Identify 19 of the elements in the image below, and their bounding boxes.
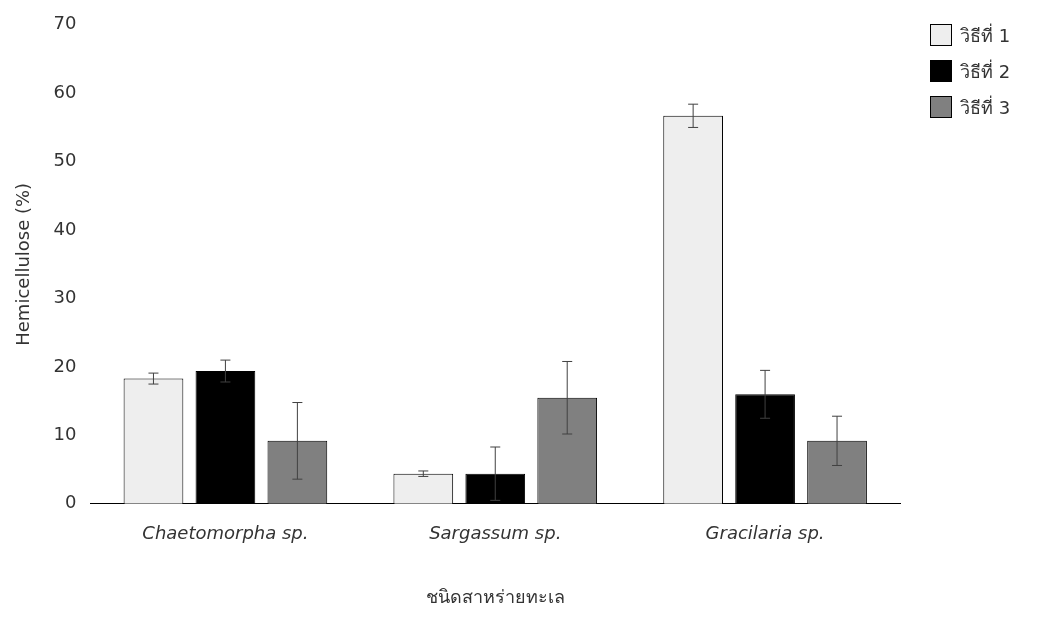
legend-label: วิธีที่ 1 [960,22,1011,48]
y-tick-label: 0 [65,491,77,513]
x-tick-label: Sargassum sp. [429,522,562,544]
y-tick-label: 20 [53,354,77,376]
y-tick-label: 10 [53,423,77,445]
x-axis-title: ชนิดสาหร่ายทะเล [425,585,565,607]
y-axis-title: Hemicellulose (%) [12,182,34,346]
y-tick-label: 30 [53,286,77,308]
y-tick-label: 50 [53,149,77,171]
bar [195,371,256,504]
bar [465,473,526,504]
y-tick-label: 60 [53,80,77,102]
legend-label: วิธีที่ 2 [960,58,1011,84]
x-tick-label: Chaetomorpha sp. [142,522,309,544]
x-tick-label: Gracilaria sp. [705,522,825,544]
bar [735,394,795,504]
y-tick-label: 40 [53,217,77,239]
legend-label: วิธีที่ 3 [960,94,1011,120]
y-tick-label: 70 [53,12,77,34]
